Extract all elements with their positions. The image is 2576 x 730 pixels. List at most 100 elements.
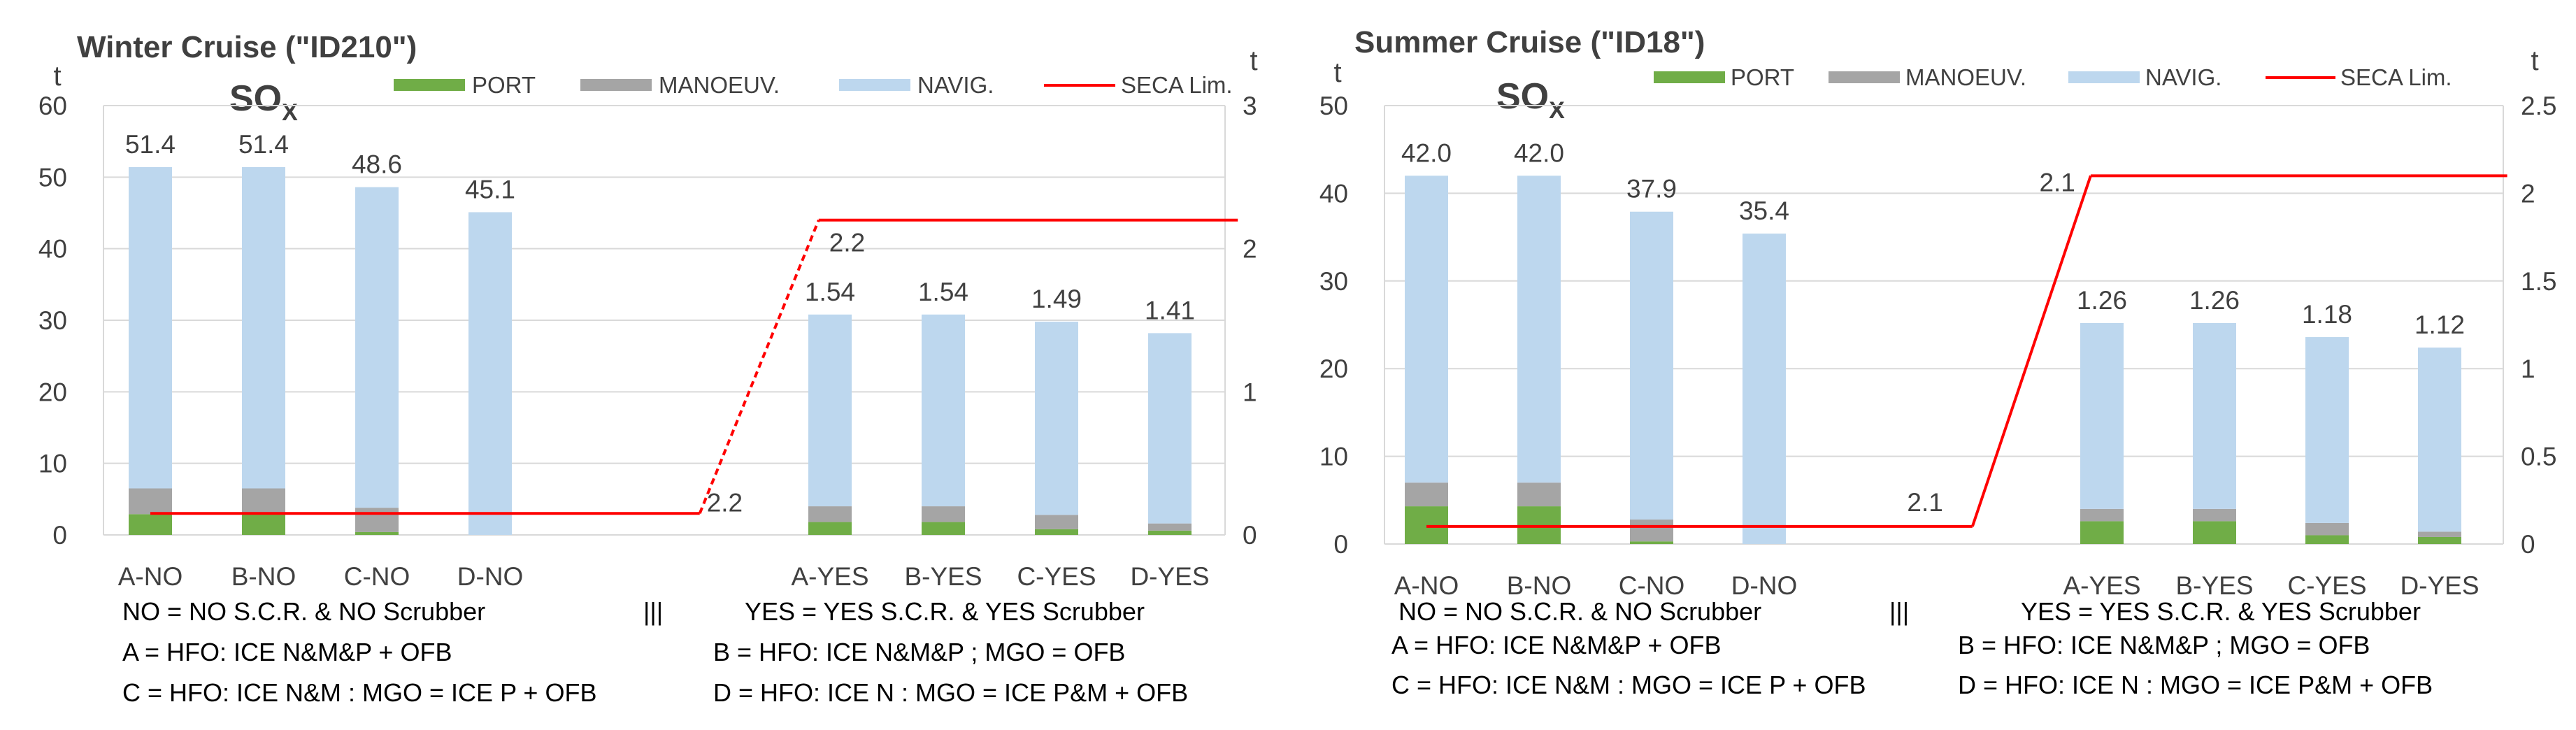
note-d-definition: D = HFO: ICE N : MGO = ICE P&M + OFB [713,678,1188,707]
bar-segment-port [129,514,172,535]
x-tick-label: A-NO [1394,571,1459,600]
y-tick-right: 0 [1243,521,1257,550]
bar-segment-port [2418,536,2461,544]
y-tick-right: 1 [2521,355,2535,383]
bar-segment-port [242,514,285,535]
y-tick-right: 2.5 [2521,92,2556,120]
y-tick-right: 2 [1243,235,1257,264]
bar-segment-manoeuv [129,488,172,515]
bar-segment-port [2305,535,2349,544]
bar-segment-navig [2193,322,2236,509]
x-tick-label: A-NO [118,562,183,591]
x-tick-label: C-NO [344,562,410,591]
legend-label-port: PORT [472,72,536,98]
x-tick-label: D-YES [1130,562,1209,591]
seca-line-transition [698,219,820,515]
bar-segment-manoeuv [1517,482,1561,507]
plot-area: 0 10 20 30 40 50 60 0 1 2 3 51.4 A-NO 51.4 B-NO 48.6 C-N… [38,92,1257,591]
bar-segment-manoeuv [2080,508,2124,522]
x-tick-label: B-YES [904,562,982,591]
data-label-total: 1.12 [2414,310,2465,339]
bar-segment-navig [1517,176,1561,483]
bar-segment-port [1035,529,1078,535]
pollutant-label: SOX [1496,76,1565,124]
note-separator: ||| [643,597,663,626]
note-a-definition: A = HFO: ICE N&M&P + OFB [1391,631,1721,659]
seca-label-low: 2.1 [1907,488,1942,517]
legend-item-port: PORT [1654,64,1794,90]
legend-label-manoeuv: MANOEUV. [659,72,780,98]
note-b-definition: B = HFO: ICE N&M&P ; MGO = OFB [713,638,1125,666]
bar-segment-navig [1035,322,1078,515]
legend: PORT MANOEUV. NAVIG. SECA Lim. [394,72,1233,98]
note-yes-definition: YES = YES S.C.R. & YES Scrubber [2021,597,2421,626]
data-label-total: 35.4 [1739,196,1789,225]
y-tick-left: 30 [38,306,67,335]
note-no-definition: NO = NO S.C.R. & NO Scrubber [1398,597,1761,626]
legend-label-manoeuv: MANOEUV. [1905,64,2026,90]
note-c-definition: C = HFO: ICE N&M : MGO = ICE P + OFB [122,678,596,707]
chart-panel-summer: Summer Cruise ("ID18") t t SOX PORT MANO… [1319,25,2557,699]
legend-item-navig: NAVIG. [839,72,994,98]
y-tick-right: 1.5 [2521,267,2556,296]
data-label-total: 42.0 [1401,138,1452,167]
bar-segment-port [1630,541,1673,544]
legend: PORT MANOEUV. NAVIG. SECA Lim. [1654,64,2452,90]
note-yes-definition: YES = YES S.C.R. & YES Scrubber [745,597,1145,626]
bar-segment-navig [1405,176,1448,483]
bar-segment-navig [1743,234,1786,544]
legend-notes: NO = NO S.C.R. & NO Scrubber ||| YES = Y… [1391,597,2433,699]
x-tick-label: D-YES [2400,571,2479,600]
data-label-total: 1.49 [1031,285,1082,313]
bar-segment-manoeuv [1148,523,1192,531]
bar-segment-manoeuv [808,506,852,522]
seca-line-transition [1970,175,2092,527]
x-tick-label: D-NO [457,562,524,591]
bar-segment-navig [808,314,852,507]
chart-panel-winter: Winter Cruise ("ID210") t t SOX PORT MAN… [38,30,1258,707]
y-tick-left: 0 [52,521,67,550]
bar-segment-port [2080,521,2124,544]
legend-notes: NO = NO S.C.R. & NO Scrubber ||| YES = Y… [122,597,1188,707]
y-tick-left: 60 [38,92,67,120]
bar-segment-navig [1148,333,1192,524]
bar-segment-manoeuv [355,508,399,532]
seca-label-low: 2.2 [707,488,743,517]
bar-segment-navig [468,212,512,535]
y-tick-left: 30 [1319,267,1348,296]
chart-title: Summer Cruise ("ID18") [1354,25,1705,59]
x-tick-label: B-NO [231,562,296,591]
legend-item-manoeuv: MANOEUV. [580,72,780,98]
x-tick-label: A-YES [2063,571,2140,600]
bar-segment-navig [2305,337,2349,523]
legend-swatch-manoeuv [580,79,652,91]
bar-segment-navig [922,314,965,507]
data-label-total: 1.26 [2077,286,2127,315]
legend-label-navig: NAVIG. [917,72,994,98]
legend-swatch-port [1654,71,1725,83]
x-tick-label: A-YES [791,562,868,591]
y-axis-right-label: t [1250,45,1257,76]
y-tick-right: 3 [1243,92,1257,120]
data-label-total: 1.54 [918,278,968,306]
y-tick-left: 50 [38,163,67,192]
x-tick-label: D-NO [1731,571,1798,600]
bar-segment-navig [1630,211,1673,520]
bar-segment-manoeuv [1630,519,1673,542]
legend-label-port: PORT [1731,64,1794,90]
x-tick-label: C-NO [1619,571,1685,600]
plot-area: 0 10 20 30 40 50 0 0.5 1 1.5 2 2.5 42.0 A-NO 42.0 B-NO 3… [1319,92,2557,600]
data-label-total: 1.54 [805,278,855,306]
seca-label-high: 2.1 [2039,168,2075,196]
bar-segment-port [808,522,852,535]
y-tick-left: 10 [1319,443,1348,471]
y-tick-right: 0 [2521,530,2535,559]
data-label-total: 51.4 [125,130,176,159]
bar-segment-manoeuv [242,488,285,515]
data-label-total: 51.4 [238,130,289,159]
y-tick-right: 0.5 [2521,443,2556,471]
note-separator: ||| [1889,597,1909,626]
chart-title: Winter Cruise ("ID210") [77,30,417,64]
bar-segment-port [1148,530,1192,535]
